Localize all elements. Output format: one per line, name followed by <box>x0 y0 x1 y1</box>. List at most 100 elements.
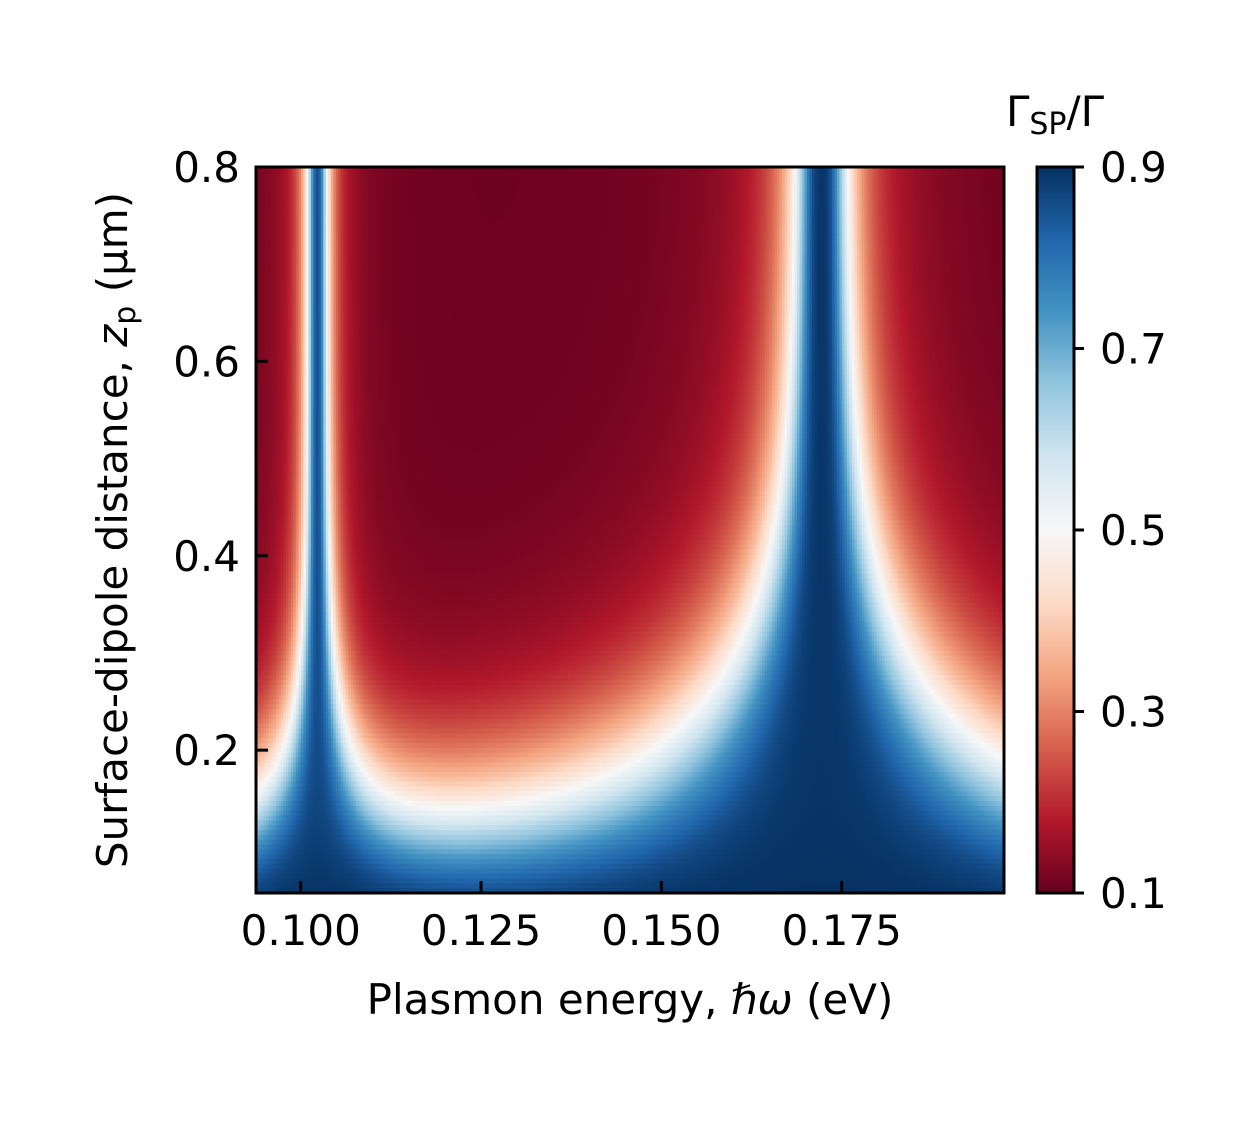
heatmap-cell <box>338 196 342 202</box>
heatmap-cell <box>393 181 397 187</box>
heatmap-cell <box>373 186 377 192</box>
heatmap-cell <box>802 171 806 178</box>
heatmap-cell <box>679 167 683 173</box>
heatmap-cell <box>527 171 531 178</box>
heatmap-cell <box>719 196 723 202</box>
heatmap-cell <box>792 186 796 192</box>
heatmap-cell <box>821 171 826 178</box>
heatmap-cell <box>714 171 718 178</box>
heatmap-cell <box>447 167 452 173</box>
heatmap-cell <box>472 186 477 192</box>
heatmap-cell <box>659 176 664 183</box>
heatmap-cell <box>375 186 379 192</box>
heatmap-cell <box>368 191 372 197</box>
heatmap-cell <box>585 186 589 192</box>
heatmap-cell <box>637 176 641 183</box>
heatmap-cell <box>340 196 344 202</box>
heatmap-cell <box>654 196 659 202</box>
heatmap-cell <box>415 186 419 192</box>
heatmap-cell <box>385 167 389 173</box>
heatmap-cell <box>465 176 469 183</box>
heatmap-cell <box>996 176 1000 183</box>
heatmap-cell <box>385 176 389 183</box>
heatmap-cell <box>702 191 706 197</box>
heatmap-cell <box>602 191 606 197</box>
heatmap-cell <box>530 167 534 173</box>
heatmap-cell <box>896 181 900 187</box>
heatmap-cell <box>814 176 818 183</box>
heatmap-cell <box>836 181 841 187</box>
heatmap-cell <box>580 171 584 178</box>
heatmap-cell <box>293 181 297 187</box>
heatmap-cell <box>602 176 606 183</box>
heatmap-cell <box>916 171 920 178</box>
heatmap-cell <box>921 186 925 192</box>
heatmap-cell <box>762 167 766 173</box>
heatmap-cell <box>585 191 589 197</box>
heatmap-cell <box>597 167 601 173</box>
heatmap-cell <box>734 176 738 183</box>
heatmap-cell <box>884 186 888 192</box>
heatmap-cell <box>634 181 639 187</box>
heatmap-cell <box>779 171 783 178</box>
heatmap-cell <box>570 176 574 183</box>
heatmap-cell <box>742 186 746 192</box>
heatmap-cell <box>378 191 382 197</box>
heatmap-cell <box>340 181 344 187</box>
heatmap-cell <box>260 171 265 178</box>
heatmap-cell <box>924 176 928 183</box>
heatmap-cell <box>447 176 452 183</box>
heatmap-cell <box>305 167 309 173</box>
heatmap-cell <box>844 186 848 192</box>
heatmap-cell <box>590 186 594 192</box>
heatmap-cell <box>360 196 364 202</box>
heatmap-cell <box>452 186 457 192</box>
heatmap-cell <box>440 191 444 197</box>
heatmap-cell <box>320 171 324 178</box>
heatmap-cell <box>831 167 836 173</box>
heatmap-cell <box>826 176 831 183</box>
heatmap-cell <box>587 167 591 173</box>
heatmap-cell <box>355 167 359 173</box>
heatmap-cell <box>423 171 427 178</box>
heatmap-cell <box>871 171 875 178</box>
heatmap-cell <box>747 176 751 183</box>
heatmap-cell <box>732 167 736 173</box>
heatmap-cell <box>557 167 561 173</box>
heatmap-cell <box>388 186 392 192</box>
heatmap-cell <box>288 191 292 197</box>
heatmap-cell <box>565 171 569 178</box>
heatmap-cell <box>939 171 943 178</box>
heatmap-cell <box>789 191 793 197</box>
heatmap-cell <box>517 186 521 192</box>
heatmap-cell <box>674 167 678 173</box>
heatmap-cell <box>512 191 516 197</box>
heatmap-cell <box>363 196 367 202</box>
heatmap-cell <box>607 186 611 192</box>
heatmap-cell <box>896 167 900 173</box>
heatmap-cell <box>275 181 280 187</box>
heatmap-cell <box>944 191 948 197</box>
heatmap-cell <box>480 186 484 192</box>
heatmap-cell <box>455 171 459 178</box>
heatmap-cell <box>879 181 883 187</box>
heatmap-cell <box>719 186 723 192</box>
heatmap-cell <box>497 196 501 202</box>
heatmap-cell <box>445 191 449 197</box>
heatmap-cell <box>911 176 915 183</box>
heatmap-cell <box>652 171 656 178</box>
heatmap-cell <box>452 191 457 197</box>
heatmap-cell <box>268 167 272 173</box>
heatmap-cell <box>824 167 828 173</box>
heatmap-cell <box>505 186 509 192</box>
heatmap-cell <box>405 176 409 183</box>
heatmap-cell <box>433 171 437 178</box>
heatmap-cell <box>452 171 457 178</box>
heatmap-cell <box>300 186 304 192</box>
heatmap-cell <box>575 186 579 192</box>
heatmap-cell <box>824 176 828 183</box>
heatmap-cell <box>275 196 280 202</box>
heatmap-cell <box>854 186 858 192</box>
heatmap-cell <box>712 196 716 202</box>
heatmap-cell <box>964 191 968 197</box>
